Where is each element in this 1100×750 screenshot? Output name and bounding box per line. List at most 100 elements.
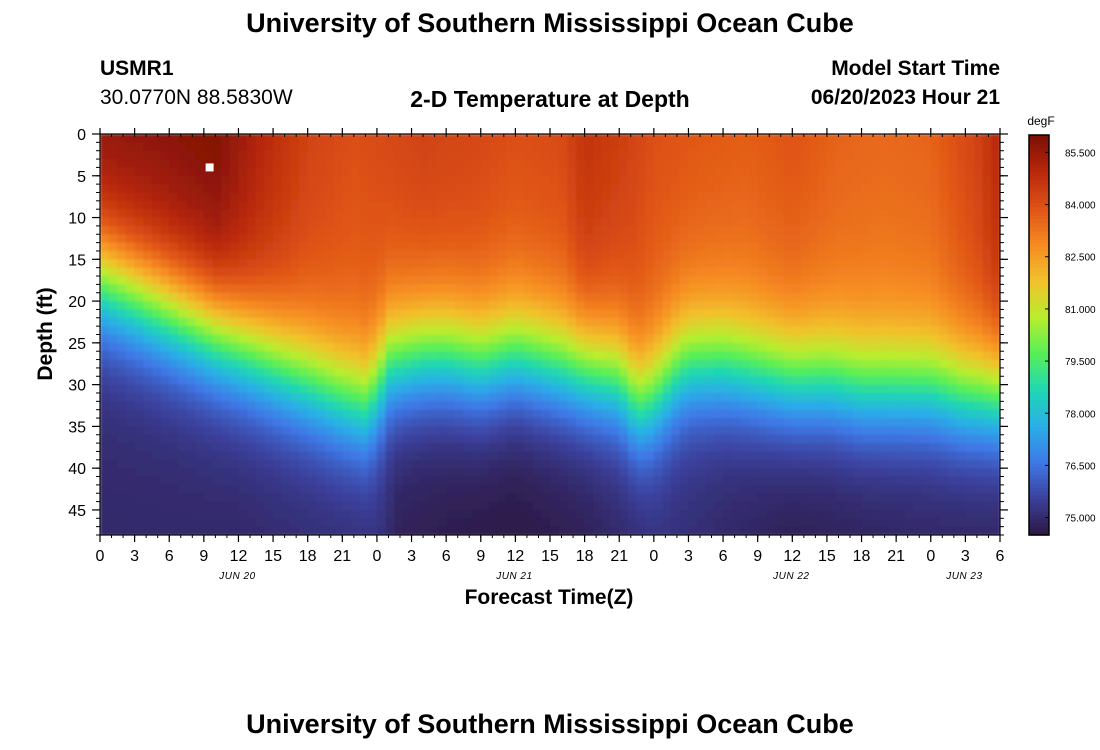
heatmap-cell: [844, 276, 854, 285]
heatmap-cell: [939, 267, 949, 277]
heatmap-cell: [255, 426, 266, 436]
heatmap-cell: [870, 209, 880, 219]
heatmap-cell: [498, 334, 508, 344]
heatmap-cell: [896, 267, 906, 277]
heatmap-cell: [775, 309, 785, 319]
heatmap-cell: [541, 267, 551, 277]
heatmap-cell: [515, 159, 525, 169]
heatmap-cell: [151, 384, 162, 394]
heatmap-cell: [567, 284, 577, 294]
heatmap-cell: [783, 150, 793, 160]
heatmap-cell: [264, 184, 274, 194]
heatmap-cell: [550, 250, 560, 260]
heatmap-cell: [705, 384, 716, 394]
heatmap-cell: [255, 301, 266, 311]
heatmap-cell: [584, 259, 594, 269]
heatmap-cell: [697, 434, 707, 444]
heatmap-cell: [402, 384, 413, 394]
heatmap-cell: [714, 359, 724, 369]
heatmap-cell: [956, 334, 966, 344]
heatmap-cell: [878, 334, 889, 344]
heatmap-cell: [878, 250, 889, 260]
heatmap-cell: [454, 451, 465, 461]
heatmap-cell: [402, 284, 413, 294]
heatmap-cell: [229, 192, 240, 202]
heatmap-cell: [195, 250, 205, 260]
heatmap-cell: [705, 292, 716, 302]
heatmap-cell: [203, 334, 214, 344]
heatmap-cell: [177, 267, 188, 277]
heatmap-cell: [861, 150, 871, 160]
heatmap-cell: [575, 526, 586, 535]
heatmap-cell: [385, 443, 395, 453]
heatmap-cell: [125, 451, 136, 461]
heatmap-cell: [428, 526, 439, 535]
heatmap-cell: [524, 359, 534, 369]
heatmap-cell: [835, 234, 845, 244]
heatmap-cell: [974, 142, 984, 152]
heatmap-cell: [212, 184, 222, 194]
heatmap-cell: [558, 476, 568, 486]
heatmap-cell: [264, 292, 274, 302]
heatmap-cell: [878, 509, 889, 519]
heatmap-cell: [264, 384, 274, 394]
heatmap-cell: [974, 259, 984, 269]
heatmap-cell: [359, 359, 369, 369]
heatmap-cell: [359, 459, 369, 469]
heatmap-cell: [757, 476, 767, 486]
heatmap-cell: [792, 476, 802, 486]
heatmap-cell: [653, 493, 664, 503]
heatmap-cell: [852, 200, 863, 210]
heatmap-cell: [524, 451, 534, 461]
heatmap-cell: [584, 484, 594, 494]
heatmap-cell: [896, 184, 906, 194]
heatmap-cell: [203, 217, 214, 227]
heatmap-cell: [930, 184, 941, 194]
heatmap-cell: [333, 334, 343, 344]
heatmap-cell: [731, 459, 741, 469]
heatmap-cell: [428, 392, 439, 402]
heatmap-cell: [281, 326, 291, 336]
heatmap-cell: [437, 509, 447, 519]
heatmap-cell: [515, 493, 525, 503]
heatmap-cell: [472, 376, 482, 386]
heatmap-cell: [844, 234, 854, 244]
heatmap-cell: [333, 476, 343, 486]
heatmap-cell: [956, 468, 966, 478]
heatmap-cell: [662, 317, 672, 327]
heatmap-cell: [368, 476, 378, 486]
heatmap-cell: [671, 451, 681, 461]
heatmap-cell: [679, 242, 690, 252]
heatmap-cell: [610, 376, 620, 386]
heatmap-cell: [723, 225, 733, 235]
heatmap-cell: [870, 468, 880, 478]
heatmap-cell: [861, 334, 871, 344]
heatmap-cell: [264, 518, 274, 528]
heatmap-cell: [325, 326, 335, 336]
heatmap-cell: [108, 409, 118, 419]
heatmap-cell: [524, 443, 534, 453]
heatmap-cell: [731, 234, 741, 244]
heatmap-cell: [186, 167, 196, 177]
heatmap-cell: [229, 284, 240, 294]
heatmap-cell: [394, 267, 404, 277]
heatmap-cell: [368, 134, 378, 143]
heatmap-cell: [653, 250, 664, 260]
heatmap-cell: [567, 192, 577, 202]
heatmap-cell: [402, 409, 413, 419]
heatmap-cell: [723, 509, 733, 519]
heatmap-cell: [584, 509, 594, 519]
heatmap-cell: [896, 351, 906, 361]
heatmap-cell: [229, 342, 240, 352]
heatmap-cell: [671, 484, 681, 494]
heatmap-cell: [247, 334, 257, 344]
heatmap-cell: [368, 159, 378, 169]
heatmap-cell: [757, 317, 767, 327]
heatmap-cell: [151, 134, 162, 143]
heatmap-cell: [930, 267, 941, 277]
heatmap-cell: [627, 250, 638, 260]
heatmap-cell: [636, 159, 646, 169]
heatmap-cell: [679, 367, 690, 377]
heatmap-cell: [982, 309, 992, 319]
heatmap-cell: [757, 392, 767, 402]
